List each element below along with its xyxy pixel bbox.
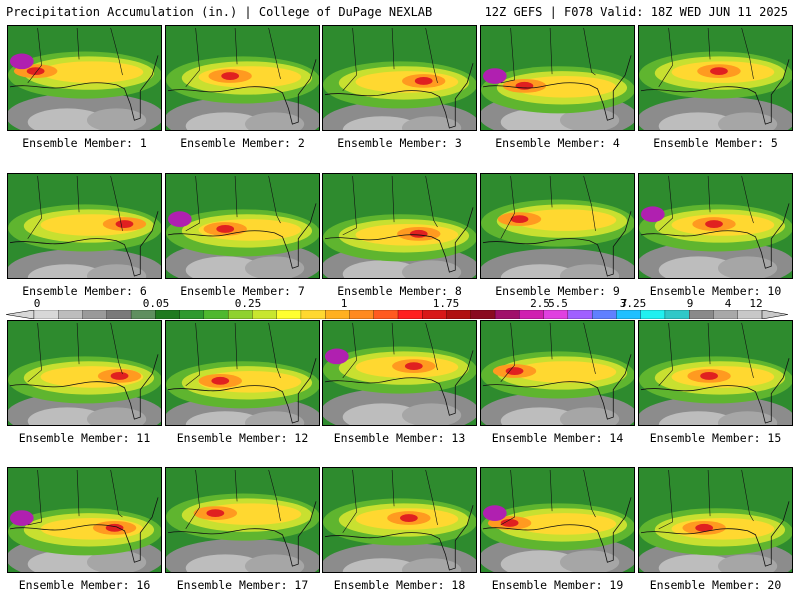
precip-field [481, 26, 634, 130]
ensemble-member-label: Ensemble Member: 14 [491, 431, 624, 445]
precip-field [8, 321, 161, 425]
ensemble-member-label: Ensemble Member: 8 [337, 284, 462, 298]
colorbar-tick-label: 9 [686, 297, 694, 310]
ensemble-member-label: Ensemble Member: 4 [495, 136, 620, 150]
ensemble-member-map [480, 25, 635, 131]
ensemble-member-map [7, 320, 162, 426]
precip-field [481, 321, 634, 425]
colorbar-tick-label: 12 [749, 297, 763, 310]
ensemble-member-map [165, 320, 320, 426]
ensemble-member-label: Ensemble Member: 3 [337, 136, 462, 150]
ensemble-member-label: Ensemble Member: 2 [180, 136, 305, 150]
ensemble-member-label: Ensemble Member: 9 [495, 284, 620, 298]
ensemble-member-map [638, 467, 793, 573]
colorbar-tick-label: 0.05 [142, 297, 170, 310]
ensemble-member-map [7, 467, 162, 573]
ensemble-member-label: Ensemble Member: 17 [176, 578, 309, 592]
precip-field [323, 468, 476, 572]
ensemble-member-label: Ensemble Member: 16 [18, 578, 151, 592]
precip-field [166, 468, 319, 572]
precip-field [481, 468, 634, 572]
ensemble-member-label: Ensemble Member: 13 [333, 431, 466, 445]
ensemble-member-label: Ensemble Member: 19 [491, 578, 624, 592]
precip-field [639, 321, 792, 425]
ensemble-member-map [7, 25, 162, 131]
precip-field [639, 468, 792, 572]
colorbar-tick-label: 4 [724, 297, 732, 310]
ensemble-member-map [480, 467, 635, 573]
precip-field [166, 321, 319, 425]
colorbar-tick-label: 0 [33, 297, 41, 310]
colorbar-tick-label: 2.5 [530, 297, 550, 310]
ensemble-member-map [165, 25, 320, 131]
ensemble-member-map [165, 173, 320, 279]
colorbar-tick-label: 7 [620, 297, 628, 310]
ensemble-member-map [322, 173, 477, 279]
ensemble-member-label: Ensemble Member: 5 [653, 136, 778, 150]
ensemble-member-label: Ensemble Member: 11 [18, 431, 151, 445]
ensemble-member-map [165, 467, 320, 573]
ensemble-member-map [638, 25, 793, 131]
ensemble-member-label: Ensemble Member: 15 [649, 431, 782, 445]
precip-field [8, 468, 161, 572]
precip-field [323, 174, 476, 278]
precip-field [639, 174, 792, 278]
ensemble-member-label: Ensemble Member: 12 [176, 431, 309, 445]
ensemble-member-label: Ensemble Member: 6 [22, 284, 147, 298]
precip-field [323, 321, 476, 425]
ensemble-member-map [638, 173, 793, 279]
colorbar-tick-label: 3.25 [619, 297, 647, 310]
ensemble-member-map [322, 25, 477, 131]
ensemble-member-label: Ensemble Member: 20 [649, 578, 782, 592]
ensemble-member-map [322, 467, 477, 573]
ensemble-member-label: Ensemble Member: 7 [180, 284, 305, 298]
precip-field [8, 174, 161, 278]
colorbar-tick-label: 5.5 [548, 297, 568, 310]
precip-field [323, 26, 476, 130]
precip-field [166, 26, 319, 130]
ensemble-member-map [638, 320, 793, 426]
precip-field [8, 26, 161, 130]
precip-field [481, 174, 634, 278]
ensemble-member-map [322, 320, 477, 426]
ensemble-member-label: Ensemble Member: 18 [333, 578, 466, 592]
ensemble-member-label: Ensemble Member: 10 [649, 284, 782, 298]
map-title: Precipitation Accumulation (in.) | Colle… [6, 5, 433, 19]
ensemble-member-map [7, 173, 162, 279]
colorbar-tick-label: 1.75 [432, 297, 460, 310]
precip-field [166, 174, 319, 278]
ensemble-member-map [480, 320, 635, 426]
precip-field [639, 26, 792, 130]
colorbar-tick-label: 1 [340, 297, 348, 310]
precip-colorbar [6, 310, 788, 319]
run-valid-time: 12Z GEFS | F078 Valid: 18Z WED JUN 11 20… [484, 5, 788, 19]
ensemble-member-map [480, 173, 635, 279]
colorbar-tick-label: 0.25 [234, 297, 262, 310]
ensemble-member-label: Ensemble Member: 1 [22, 136, 147, 150]
